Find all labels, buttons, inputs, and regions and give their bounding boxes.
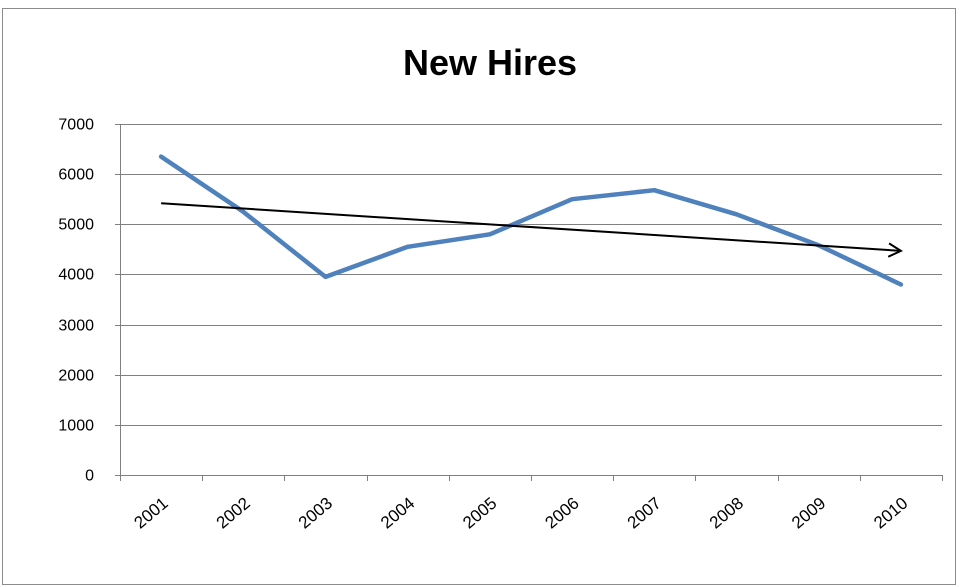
trend-arrowhead [887,242,903,258]
x-tick-label: 2008 [706,494,747,533]
y-tick-label: 5000 [58,217,94,234]
trend-arrow [161,202,903,258]
y-tick-label: 2000 [58,368,94,385]
x-tick-label: 2001 [130,494,171,533]
y-tick-label: 0 [85,468,94,485]
y-tick-label: 1000 [58,418,94,435]
series-line-0 [158,154,904,287]
gridlines [120,124,942,426]
x-tick-label: 2002 [213,494,254,533]
x-tick-label: 2007 [624,494,665,533]
y-tick-label: 6000 [58,167,94,184]
x-tick-label: 2009 [788,494,829,533]
x-tick-label: 2003 [295,494,336,533]
y-tick-label: 4000 [58,267,94,284]
x-axis-tick-labels: 2001 2002 2003 2004 2005 2006 2007 2008 2009 2010 [130,494,911,533]
trend-line [161,202,901,252]
x-tick-label: 2006 [541,494,582,533]
y-tick-label: 7000 [58,117,94,134]
y-axis-tick-labels: 0 1000 2000 3000 4000 5000 6000 7000 [58,117,94,485]
chart-title: New Hires [403,42,577,83]
series-lines [158,154,904,287]
x-tick-label: 2004 [377,494,418,533]
chart-frame [2,8,956,585]
y-tick-label: 3000 [58,318,94,335]
x-tick-label: 2010 [870,494,911,533]
axes [115,124,943,481]
x-tick-label: 2005 [459,494,500,533]
